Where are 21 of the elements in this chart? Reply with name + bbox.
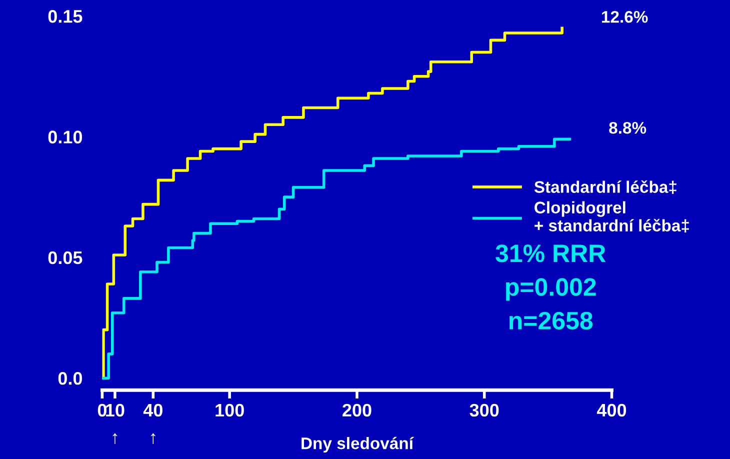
y-tick-label: 0.05 bbox=[48, 251, 82, 264]
x-tick-label: 400 bbox=[596, 404, 626, 417]
annotation: n=2658 bbox=[510, 312, 593, 330]
x-tick-label: 100 bbox=[216, 404, 244, 417]
annotation: p=0.002 bbox=[506, 278, 596, 301]
legend-label: Standardní léčba‡ bbox=[534, 180, 676, 194]
annotation: 12.6% bbox=[602, 10, 648, 23]
x-axis-title: Dny sledování bbox=[302, 436, 414, 453]
x-tick-label: 200 bbox=[342, 404, 372, 417]
y-tick-label: 0.10 bbox=[48, 130, 82, 144]
text: ↑ bbox=[112, 433, 118, 444]
annotation: 8.8% bbox=[609, 122, 646, 134]
x-tick-label: 300 bbox=[470, 404, 499, 417]
x-tick-label: 40 bbox=[143, 404, 162, 417]
annotation: 31% RRR bbox=[496, 244, 606, 262]
legend-label: Clopidogrel + standardní léčba‡ bbox=[534, 201, 689, 232]
x-tick-label: 0 bbox=[98, 404, 106, 417]
y-tick-label: 0.15 bbox=[48, 10, 82, 23]
x-tick-label: 10 bbox=[106, 404, 124, 417]
text: ↑ bbox=[151, 433, 156, 444]
y-tick-label: 0.0 bbox=[58, 372, 82, 385]
